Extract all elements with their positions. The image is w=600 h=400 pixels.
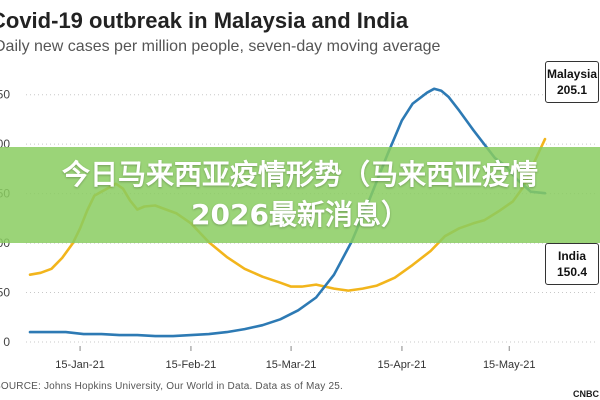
india-end-label-value: 150.4 (556, 265, 588, 280)
chart-title: Covid-19 outbreak in Malaysia and India (0, 8, 409, 33)
malaysia-end-label: Malaysia 205.1 (545, 61, 599, 104)
y-tick-label: 50 (0, 286, 10, 300)
y-tick-label: 200 (0, 137, 10, 151)
x-tick-label: 15-Jan-21 (55, 359, 105, 371)
y-tick-label: 250 (0, 88, 10, 102)
cnbc-logo: CNBC (572, 389, 600, 399)
x-tick-label: 15-Mar-21 (266, 359, 317, 371)
malaysia-end-label-value: 205.1 (556, 83, 588, 98)
y-tick-label: 0 (3, 335, 10, 349)
chart-subtitle: Daily new cases per million people, seve… (0, 38, 441, 55)
india-end-label: India 150.4 (545, 243, 599, 286)
x-tick-label: 15-Apr-21 (377, 359, 426, 371)
india-end-label-name: India (557, 249, 586, 264)
x-tick-label: 15-Feb-21 (166, 359, 217, 371)
x-tick-label: 15-May-21 (483, 359, 536, 371)
malaysia-end-label-name: Malaysia (546, 67, 598, 82)
india-series-line (28, 87, 547, 338)
headline-text: 今日马来西亚疫情形势（马来西亚疫情2026最新消息） (61, 158, 538, 231)
source-note: SOURCE: Johns Hopkins University, Our Wo… (0, 381, 343, 392)
headline-banner: 今日马来西亚疫情形势（马来西亚疫情2026最新消息） (0, 147, 600, 243)
y-tick-label: 100 (0, 236, 10, 250)
